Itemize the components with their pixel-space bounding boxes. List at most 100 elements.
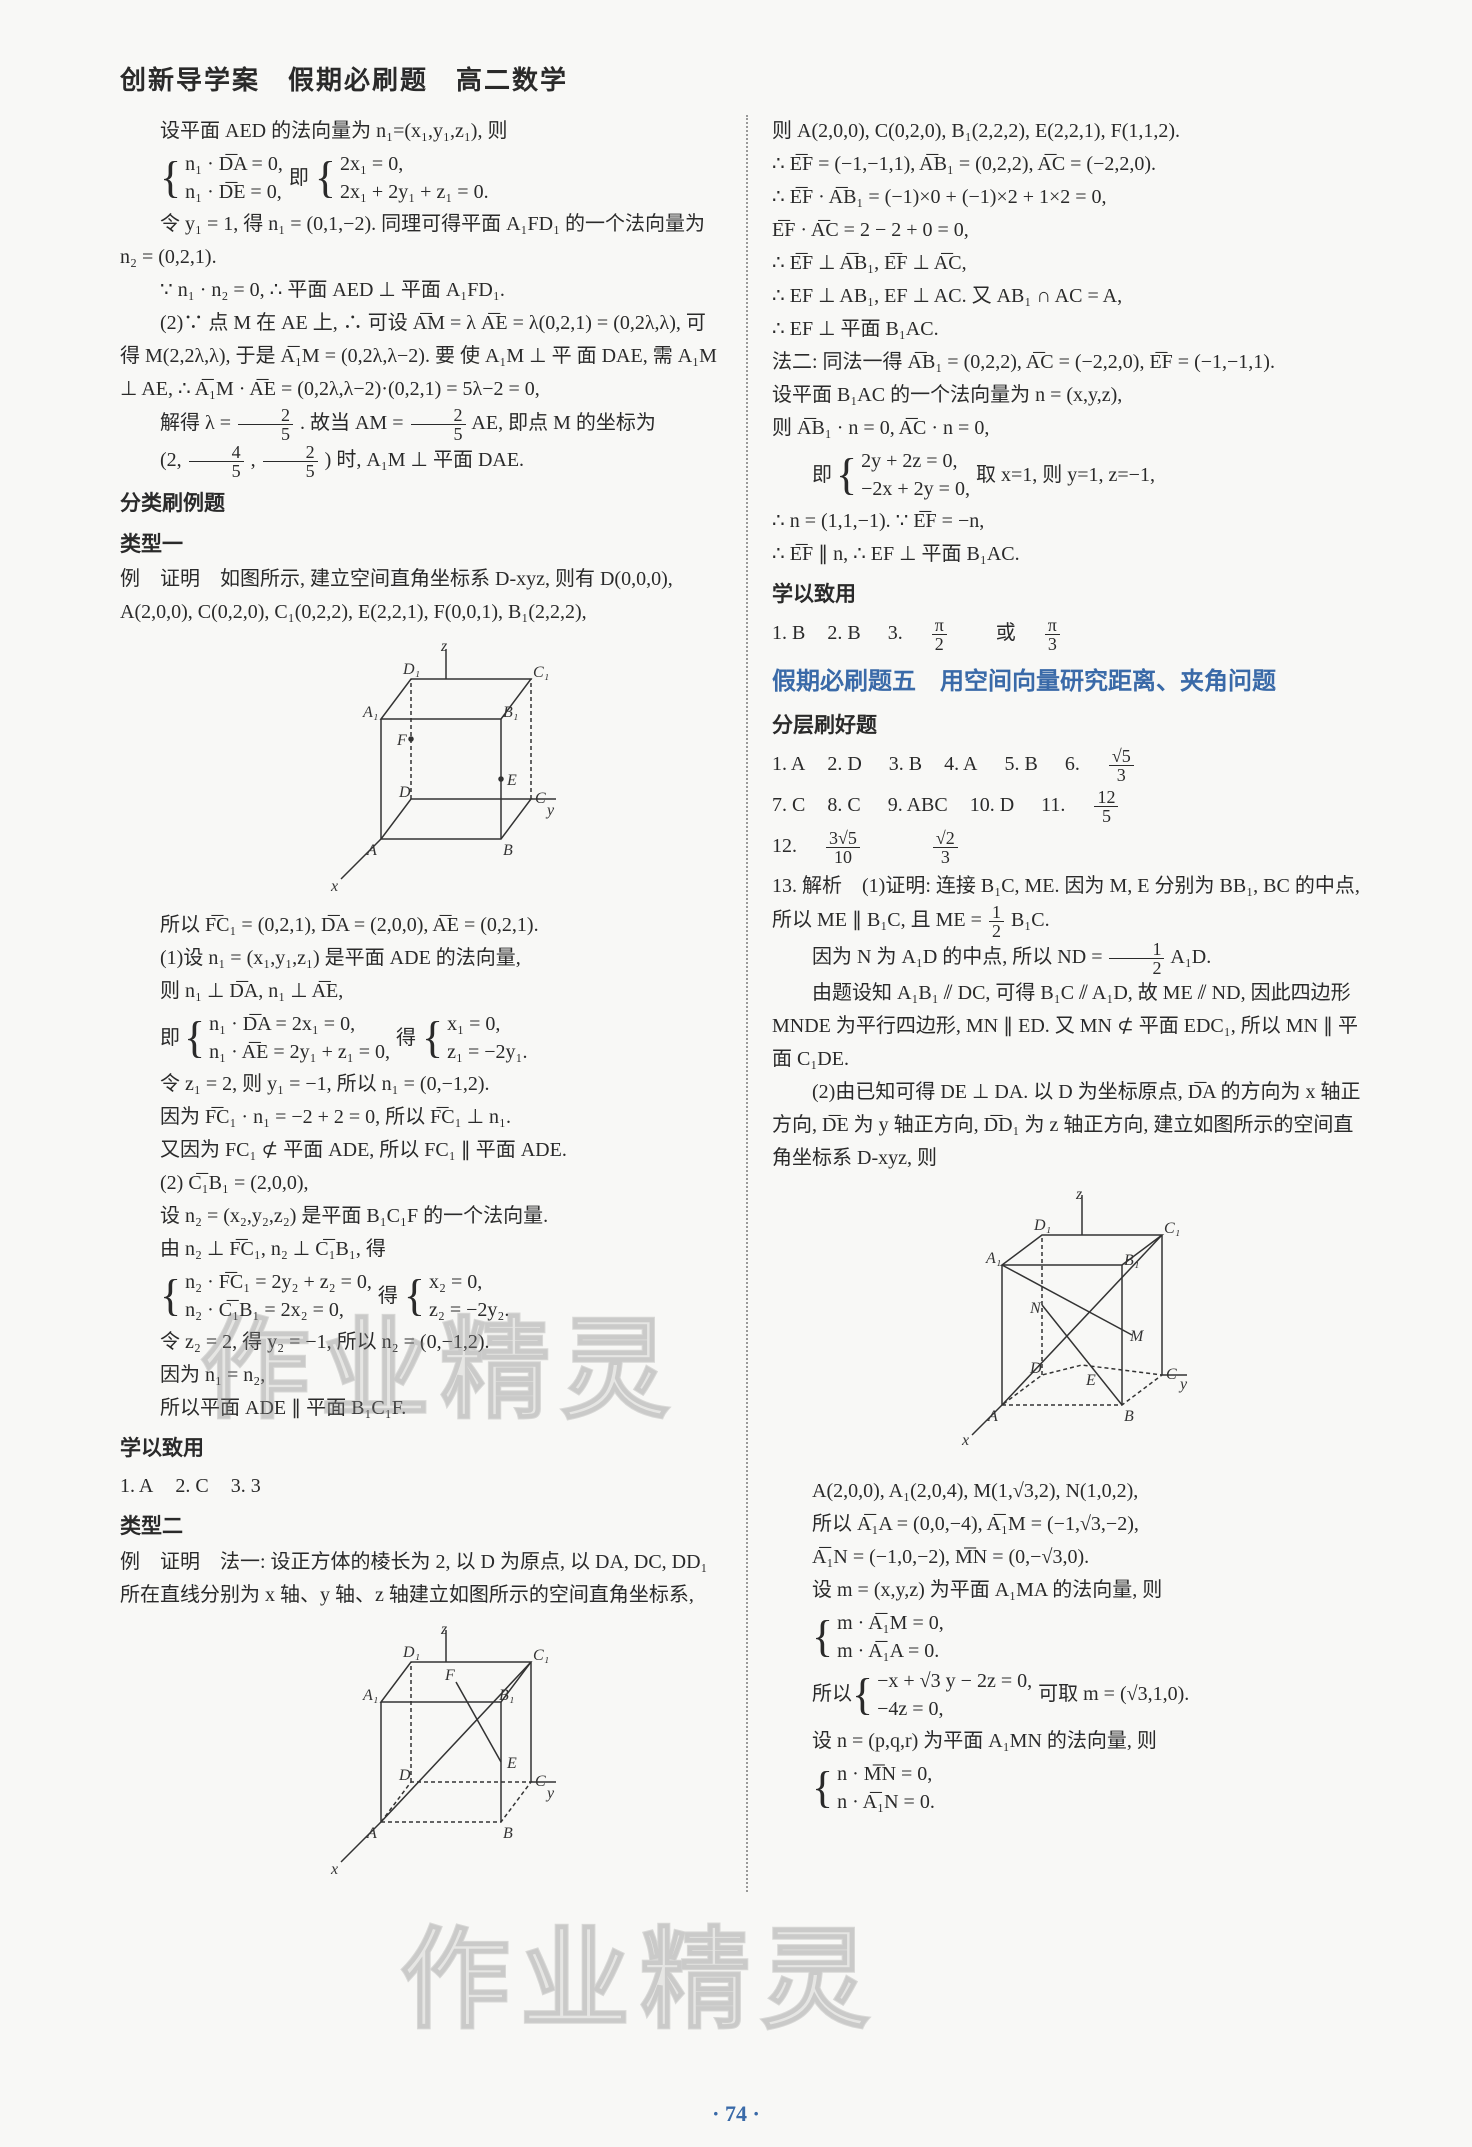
answer-row: 1. A2. C3. 3 — [120, 1470, 722, 1503]
svg-text:A: A — [366, 842, 377, 859]
svg-text:z: z — [1075, 1186, 1083, 1203]
svg-text:z: z — [440, 639, 448, 655]
section-heading: 类型一 — [120, 527, 722, 562]
svg-text:F: F — [444, 1667, 455, 1684]
text-line: (1)设 n₁ = (x₁,y₁,z₁) 是平面 ADE 的法向量, — [120, 942, 722, 975]
svg-text:B: B — [503, 1825, 513, 1842]
text-line: ∴ E͞F ∥ n, ∴ EF ⊥ 平面 B₁AC. — [772, 538, 1372, 571]
page-number: · 74 · — [712, 2101, 760, 2127]
left-brace-icon: { — [812, 1615, 833, 1659]
svg-text:B: B — [1124, 1408, 1134, 1425]
text-line: 所以 F͞C₁ = (0,2,1), D͞A = (2,0,0), A͞E = … — [120, 909, 722, 942]
answer-row: 1. B2. B 3. π2 或 π3 — [772, 616, 1372, 653]
svg-text:y: y — [545, 1785, 555, 1802]
eq-line: 2x₁ = 0, — [340, 150, 489, 178]
svg-text:C₁: C₁ — [1164, 1220, 1180, 1237]
text-line: ∴ E͞F = (−1,−1,1), A͞B₁ = (0,2,2), A͞C =… — [772, 148, 1372, 181]
svg-text:F: F — [396, 732, 407, 749]
text-line: 例 证明 如图所示, 建立空间直角坐标系 D-xyz, 则有 D(0,0,0),… — [120, 563, 722, 629]
svg-text:z: z — [440, 1622, 448, 1638]
text-line: 13. 解析 (1)证明: 连接 B₁C, ME. 因为 M, E 分别为 BB… — [772, 870, 1372, 940]
svg-text:x: x — [330, 878, 338, 895]
section-heading: 分类刷例题 — [120, 486, 722, 521]
left-brace-icon: { — [422, 1016, 443, 1060]
equation-system: 所以 { −x + √3 y − 2z = 0, −4z = 0, 可取 m =… — [772, 1667, 1372, 1723]
text-line: 设 n₂ = (x₂,y₂,z₂) 是平面 B₁C₁F 的一个法向量. — [120, 1200, 722, 1233]
text-line: 解得 λ = 25 . 故当 AM = 25 AE, 即点 M 的坐标为 — [120, 406, 722, 443]
left-brace-icon: { — [160, 156, 181, 200]
left-column: 设平面 AED 的法向量为 n₁=(x₁,y₁,z₁), 则 { n₁ · D͞… — [120, 115, 746, 1892]
text: 得 — [378, 1280, 398, 1313]
text-line: 因为 F͞C₁ · n₁ = −2 + 2 = 0, 所以 F͞C₁ ⊥ n₁. — [120, 1101, 722, 1134]
svg-text:D: D — [398, 784, 411, 801]
svg-text:D₁: D₁ — [402, 661, 420, 678]
text-line: ∵ n₁ · n₂ = 0, ∴ 平面 AED ⊥ 平面 A₁FD₁. — [120, 274, 722, 307]
text-line: 令 z₂ = 2, 得 y₂ = −1, 所以 n₂ = (0,−1,2). — [120, 1326, 722, 1359]
eq-line: n₁ · D͞E = 0, — [185, 178, 283, 206]
text-line: (2, 45 , 25 ) 时, A₁M ⊥ 平面 DAE. — [120, 443, 722, 480]
page-title: 创新导学案 假期必刷题 高二数学 — [120, 60, 1372, 97]
equation-system: 即 { n₁ · D͞A = 2x₁ = 0, n₁ · A͞E = 2y₁ +… — [120, 1010, 722, 1066]
figure-cube-1: D₁ C₁ A₁ B₁ D C A B F E x y z — [120, 639, 722, 899]
svg-text:A: A — [987, 1408, 998, 1425]
svg-text:D₁: D₁ — [402, 1644, 420, 1661]
svg-text:M: M — [1129, 1328, 1145, 1345]
text-line: 因为 N 为 A₁D 的中点, 所以 ND = 12 A₁D. — [772, 940, 1372, 977]
answer-row: 7. C8. C 9. ABC10. D 11. 125 — [772, 788, 1372, 825]
text-line: 所以 A͞₁A = (0,0,−4), A͞₁M = (−1,√3,−2), — [772, 1508, 1372, 1541]
svg-text:D: D — [1029, 1360, 1042, 1377]
svg-text:A₁: A₁ — [362, 704, 378, 721]
svg-text:x: x — [330, 1861, 338, 1878]
section-heading: 学以致用 — [120, 1431, 722, 1466]
svg-text:D: D — [398, 1767, 411, 1784]
watermark: 作业精灵 — [400, 1890, 880, 2050]
text-line: ∴ E͞F · A͞B₁ = (−1)×0 + (−1)×2 + 1×2 = 0… — [772, 181, 1372, 214]
section-heading: 学以致用 — [772, 577, 1372, 612]
text-line: (2) C͞₁B₁ = (2,0,0), — [120, 1167, 722, 1200]
svg-text:B₁: B₁ — [1124, 1252, 1139, 1269]
text-line: 所以平面 ADE ∥ 平面 B₁C₁F. — [120, 1392, 722, 1425]
text-line: A͞₁N = (−1,0,−2), M͞N = (0,−√3,0). — [772, 1541, 1372, 1574]
text-line: (2)∵ 点 M 在 AE 上, ∴ 可设 A͞M = λ A͞E = λ(0,… — [120, 307, 722, 406]
left-brace-icon: { — [812, 1766, 833, 1810]
svg-text:C: C — [535, 1773, 546, 1790]
text-line: ∴ EF ⊥ AB₁, EF ⊥ AC. 又 AB₁ ∩ AC = A, — [772, 280, 1372, 313]
svg-text:E: E — [506, 772, 517, 789]
equation-system: { n₁ · D͞A = 0, n₁ · D͞E = 0, 即 { 2x₁ = … — [120, 150, 722, 206]
text-line: 则 A(2,0,0), C(0,2,0), B₁(2,2,2), E(2,2,1… — [772, 115, 1372, 148]
text-line: 由 n₂ ⊥ F͞C₁, n₂ ⊥ C͞₁B₁, 得 — [120, 1233, 722, 1266]
figure-cube-2: D₁ C₁ A₁ B₁ D C A B F E x y z — [120, 1622, 722, 1882]
left-brace-icon: { — [836, 453, 857, 497]
svg-text:E: E — [506, 1755, 517, 1772]
svg-text:B₁: B₁ — [499, 1687, 514, 1704]
svg-text:C: C — [1166, 1366, 1177, 1383]
eq-line: n₁ · D͞A = 0, — [185, 150, 283, 178]
section-heading: 分层刷好题 — [772, 708, 1372, 743]
text-line: 令 y₁ = 1, 得 n₁ = (0,1,−2). 同理可得平面 A₁FD₁ … — [120, 208, 722, 274]
equation-system: { n₂ · F͞C₁ = 2y₂ + z₂ = 0, n₂ · C͞₁B₁ =… — [120, 1268, 722, 1324]
svg-text:A₁: A₁ — [985, 1250, 1001, 1267]
svg-text:N: N — [1029, 1300, 1042, 1317]
svg-text:E: E — [1085, 1372, 1096, 1389]
section-heading-blue: 假期必刷题五 用空间向量研究距离、夹角问题 — [772, 663, 1372, 703]
text-line: 令 z₁ = 2, 则 y₁ = −1, 所以 n₁ = (0,−1,2). — [120, 1068, 722, 1101]
text-line: 又因为 FC₁ ⊄ 平面 ADE, 所以 FC₁ ∥ 平面 ADE. — [120, 1134, 722, 1167]
answer-row: 12. 3√510 √23 — [772, 829, 1372, 866]
svg-text:B₁: B₁ — [503, 704, 518, 721]
figure-prism-3: D₁ C₁ A₁ B₁ D C A B E M N x y z — [772, 1185, 1372, 1465]
section-heading: 类型二 — [120, 1509, 722, 1544]
text-line: 例 证明 法一: 设正方体的棱长为 2, 以 D 为原点, 以 DA, DC, … — [120, 1546, 722, 1612]
text-line: A(2,0,0), A₁(2,0,4), M(1,√3,2), N(1,0,2)… — [772, 1475, 1372, 1508]
two-column-layout: 设平面 AED 的法向量为 n₁=(x₁,y₁,z₁), 则 { n₁ · D͞… — [120, 115, 1372, 1892]
svg-text:C₁: C₁ — [533, 1647, 549, 1664]
text-line: 设平面 AED 的法向量为 n₁=(x₁,y₁,z₁), 则 — [120, 115, 722, 148]
svg-text:y: y — [545, 802, 555, 819]
text-line: ∴ EF ⊥ 平面 B₁AC. — [772, 313, 1372, 346]
left-brace-icon: { — [184, 1016, 205, 1060]
text: 即 — [289, 162, 309, 195]
svg-text:x: x — [961, 1432, 969, 1449]
eq-line: 2x₁ + 2y₁ + z₁ = 0. — [340, 178, 489, 206]
left-brace-icon: { — [315, 156, 336, 200]
text-line: (2)由已知可得 DE ⊥ DA. 以 D 为坐标原点, D͞A 的方向为 x … — [772, 1076, 1372, 1175]
svg-text:B: B — [503, 842, 513, 859]
